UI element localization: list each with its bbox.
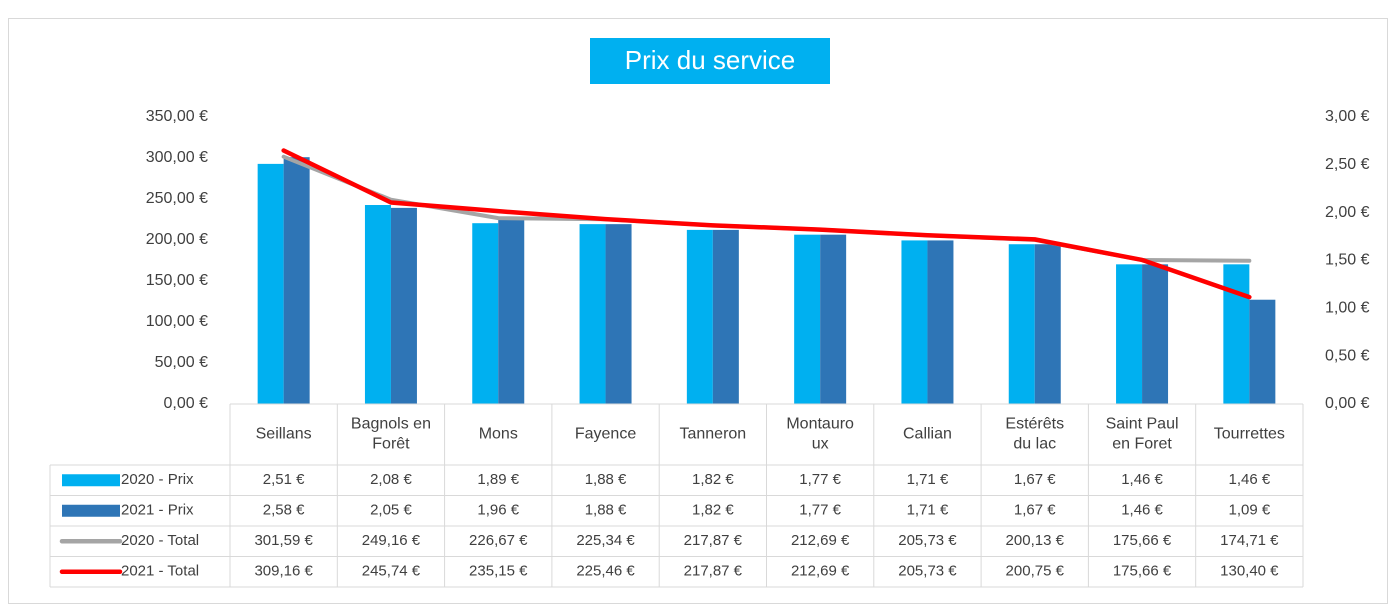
y-tick-label: 150,00 € <box>146 272 208 289</box>
y2-tick-label: 2,50 € <box>1325 156 1370 173</box>
table-cell: 1,71 € <box>907 502 949 519</box>
table-cell: 2,05 € <box>370 502 412 519</box>
y-tick-label: 100,00 € <box>146 313 208 330</box>
bar <box>1116 264 1143 404</box>
bar <box>498 216 525 404</box>
table-cell: 1,96 € <box>477 502 519 519</box>
y-tick-label: 0,00 € <box>164 395 209 412</box>
table-cell: 309,16 € <box>254 563 313 580</box>
y2-tick-label: 1,50 € <box>1325 252 1370 269</box>
bar <box>390 207 417 404</box>
table-cell: 217,87 € <box>684 532 743 549</box>
table-cell: 1,77 € <box>799 471 841 488</box>
bar <box>605 224 632 404</box>
table-cell: 1,71 € <box>907 471 949 488</box>
bar <box>927 240 954 404</box>
x-tick-label: Seillans <box>256 426 312 443</box>
table-cell: 225,46 € <box>576 563 635 580</box>
table-cell: 245,74 € <box>362 563 421 580</box>
legend-key <box>62 504 120 517</box>
legend-key <box>62 474 120 487</box>
y-tick-label: 200,00 € <box>146 231 208 248</box>
y2-tick-label: 0,00 € <box>1325 395 1370 412</box>
table-cell: 1,67 € <box>1014 471 1056 488</box>
table-cell: 212,69 € <box>791 532 850 549</box>
table-cell: 1,46 € <box>1121 471 1163 488</box>
bar <box>579 224 606 404</box>
y2-tick-label: 0,50 € <box>1325 347 1370 364</box>
y-tick-label: 50,00 € <box>155 354 208 371</box>
legend-label: 2021 - Prix <box>121 502 194 519</box>
x-tick-label: Saint Paul en Foret <box>1106 416 1179 453</box>
legend-label: 2021 - Total <box>121 563 199 580</box>
x-tick-label: Estérêts du lac <box>1005 416 1064 453</box>
table-cell: 1,82 € <box>692 471 734 488</box>
table-cell: 1,77 € <box>799 502 841 519</box>
table-cell: 2,08 € <box>370 471 412 488</box>
table-cell: 1,82 € <box>692 502 734 519</box>
y-tick-label: 300,00 € <box>146 149 208 166</box>
table-cell: 1,89 € <box>477 471 519 488</box>
x-tick-label: Tanneron <box>679 426 746 443</box>
table-cell: 301,59 € <box>254 532 313 549</box>
bar <box>901 240 928 404</box>
y2-tick-label: 1,00 € <box>1325 300 1370 317</box>
bar <box>364 205 391 404</box>
table-cell: 226,67 € <box>469 532 528 549</box>
chart-title: Prix du service <box>625 45 796 75</box>
table-cell: 1,88 € <box>585 502 627 519</box>
bar <box>472 223 499 404</box>
table-cell: 2,58 € <box>263 502 305 519</box>
x-tick-label: Callian <box>903 426 952 443</box>
x-tick-label: Montauro ux <box>786 416 854 453</box>
bar <box>712 229 739 404</box>
line <box>281 148 1252 300</box>
table-cell: 175,66 € <box>1113 532 1172 549</box>
table-cell: 217,87 € <box>684 563 743 580</box>
y2-tick-label: 2,00 € <box>1325 204 1370 221</box>
table-cell: 1,09 € <box>1228 502 1270 519</box>
bar <box>1142 264 1169 404</box>
y-tick-label: 350,00 € <box>146 108 208 125</box>
table-cell: 235,15 € <box>469 563 528 580</box>
x-tick-label: Mons <box>479 426 518 443</box>
legend-label: 2020 - Total <box>121 532 199 549</box>
table-cell: 1,88 € <box>585 471 627 488</box>
table-cell: 200,13 € <box>1006 532 1065 549</box>
table-cell: 130,40 € <box>1220 563 1279 580</box>
bar <box>1008 244 1035 404</box>
x-tick-label: Tourrettes <box>1214 426 1285 443</box>
table-cell: 2,51 € <box>263 471 305 488</box>
table-cell: 174,71 € <box>1220 532 1279 549</box>
table-cell: 212,69 € <box>791 563 850 580</box>
table-cell: 1,46 € <box>1228 471 1270 488</box>
table-cell: 1,67 € <box>1014 502 1056 519</box>
table-cell: 200,75 € <box>1006 563 1065 580</box>
bar <box>257 163 284 404</box>
bar <box>794 234 821 404</box>
table-cell: 205,73 € <box>898 563 957 580</box>
table-cell: 175,66 € <box>1113 563 1172 580</box>
legend-label: 2020 - Prix <box>121 471 194 488</box>
table-cell: 205,73 € <box>898 532 957 549</box>
bar <box>1249 299 1276 404</box>
bar <box>1223 264 1250 404</box>
bar <box>283 157 310 404</box>
table-cell: 225,34 € <box>576 532 635 549</box>
x-tick-label: Bagnols en Forêt <box>351 416 431 453</box>
bar <box>686 229 713 404</box>
bar <box>1034 244 1061 404</box>
x-tick-label: Fayence <box>575 426 636 443</box>
y2-tick-label: 3,00 € <box>1325 108 1370 125</box>
y-tick-label: 250,00 € <box>146 190 208 207</box>
table-cell: 249,16 € <box>362 532 421 549</box>
title-box <box>590 38 830 84</box>
bar <box>820 234 847 404</box>
table-cell: 1,46 € <box>1121 502 1163 519</box>
